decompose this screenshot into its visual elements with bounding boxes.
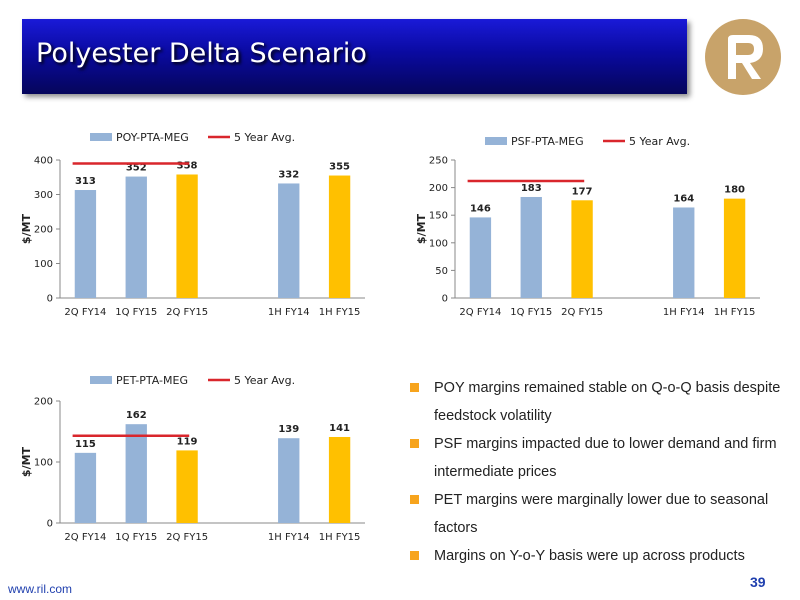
y-tick-label: 50 [435,266,448,277]
data-label: 358 [177,160,198,171]
bullet-text: Margins on Y-o-Y basis were up across pr… [434,548,745,564]
chart-legend: PSF-PTA-MEG 5 Year Avg. [485,135,690,148]
bullet-text: PET margins were marginally lower due to… [434,492,769,536]
bar [278,183,300,298]
x-tick-label: 1H FY14 [268,307,310,318]
y-tick-label: 250 [429,156,448,167]
chart-legend: POY-PTA-MEG 5 Year Avg. [90,131,295,144]
bullet-item: PET margins were marginally lower due to… [410,486,790,542]
bar [74,190,97,298]
x-tick-label: 1Q FY15 [115,532,157,543]
y-tick-label: 0 [442,294,448,305]
data-label: 183 [521,183,542,194]
data-label: 164 [673,193,694,204]
bar [278,438,300,523]
bullet-text: POY margins remained stable on Q-o-Q bas… [434,380,781,424]
pet-chart-svg: PET-PTA-MEG 5 Year Avg. 0 100 200 $/MT 2Q FY14… [20,374,365,543]
legend-swatch-series [90,133,112,141]
y-axis-label: $/MT [20,446,33,477]
y-tick-label: 200 [429,183,448,194]
poy-margin-chart: POY-PTA-MEG 5 Year Avg. 0 100 200 300 400 $/MT 2… [20,120,380,340]
x-tick-label: 2Q FY15 [166,532,208,543]
logo-icon [705,19,781,95]
bar [469,217,492,298]
y-tick-label: 300 [34,190,53,201]
legend-label-series: PSF-PTA-MEG [511,135,584,148]
data-label: 355 [329,162,350,173]
commentary-bullets: POY margins remained stable on Q-o-Q bas… [410,374,790,570]
bullet-item: Margins on Y-o-Y basis were up across pr… [410,542,790,570]
bar [328,175,351,298]
data-label: 139 [278,424,299,435]
x-tick-label: 2Q FY15 [561,307,603,318]
y-tick-label: 150 [429,211,448,222]
y-tick-label: 100 [429,238,448,249]
psf-margin-chart: PSF-PTA-MEG 5 Year Avg. 0 50 100 150 200 250 $/M… [415,120,775,340]
poy-chart-svg: POY-PTA-MEG 5 Year Avg. 0 100 200 300 400 $/MT 2… [20,131,365,318]
y-tick-label: 100 [34,259,53,270]
data-label: 115 [75,439,96,450]
x-tick-label: 1H FY14 [268,532,310,543]
bar [571,200,593,298]
bullet-square-icon [410,551,419,560]
pet-margin-chart: PET-PTA-MEG 5 Year Avg. 0 100 200 $/MT 2Q FY14… [20,365,380,565]
y-tick-label: 400 [34,156,53,167]
legend-label-avg: 5 Year Avg. [234,374,295,387]
bar [673,207,695,298]
page-number: 39 [750,574,766,590]
x-tick-label: 2Q FY14 [459,307,501,318]
title-bar: Polyester Delta Scenario [22,19,687,94]
bar [520,196,542,298]
bar [328,436,351,523]
y-tick-label: 200 [34,397,53,408]
x-tick-label: 1H FY15 [319,532,361,543]
slide-title: Polyester Delta Scenario [36,38,367,69]
bar [74,452,97,523]
y-axis-label: $/MT [20,213,33,244]
bullet-item: POY margins remained stable on Q-o-Q bas… [410,374,790,430]
bar [125,424,147,523]
y-axis-label: $/MT [415,213,428,244]
bar [723,198,746,298]
bullet-square-icon [410,439,419,448]
x-tick-label: 1Q FY15 [510,307,552,318]
data-label: 146 [470,203,491,214]
x-tick-label: 1Q FY15 [115,307,157,318]
bar [176,450,198,523]
x-tick-label: 2Q FY14 [64,532,106,543]
x-tick-label: 2Q FY15 [166,307,208,318]
data-label: 313 [75,176,96,187]
y-tick-label: 0 [47,294,53,305]
data-label: 162 [126,410,147,421]
data-label: 332 [278,169,299,180]
x-tick-label: 1H FY15 [714,307,756,318]
x-tick-label: 2Q FY14 [64,307,106,318]
bullet-text: PSF margins impacted due to lower demand… [434,436,777,480]
bar [125,176,147,298]
legend-label-series: PET-PTA-MEG [116,374,188,387]
psf-chart-svg: PSF-PTA-MEG 5 Year Avg. 0 50 100 150 200 250 $/M… [415,135,760,318]
bar [176,174,198,298]
data-label: 180 [724,185,745,196]
legend-label-avg: 5 Year Avg. [629,135,690,148]
footer-url-link[interactable]: www.ril.com [8,582,73,596]
data-label: 119 [177,436,198,447]
legend-swatch-series [485,137,507,145]
bullet-item: PSF margins impacted due to lower demand… [410,430,790,486]
legend-label-series: POY-PTA-MEG [116,131,189,144]
y-tick-label: 200 [34,225,53,236]
bullet-square-icon [410,495,419,504]
bullet-square-icon [410,383,419,392]
x-tick-label: 1H FY14 [663,307,705,318]
company-logo [703,17,783,97]
data-label: 177 [572,186,593,197]
chart-legend: PET-PTA-MEG 5 Year Avg. [90,374,295,387]
y-tick-label: 0 [47,519,53,530]
legend-swatch-series [90,376,112,384]
data-label: 141 [329,423,350,434]
data-label: 352 [126,163,147,174]
y-tick-label: 100 [34,458,53,469]
x-tick-label: 1H FY15 [319,307,361,318]
legend-label-avg: 5 Year Avg. [234,131,295,144]
